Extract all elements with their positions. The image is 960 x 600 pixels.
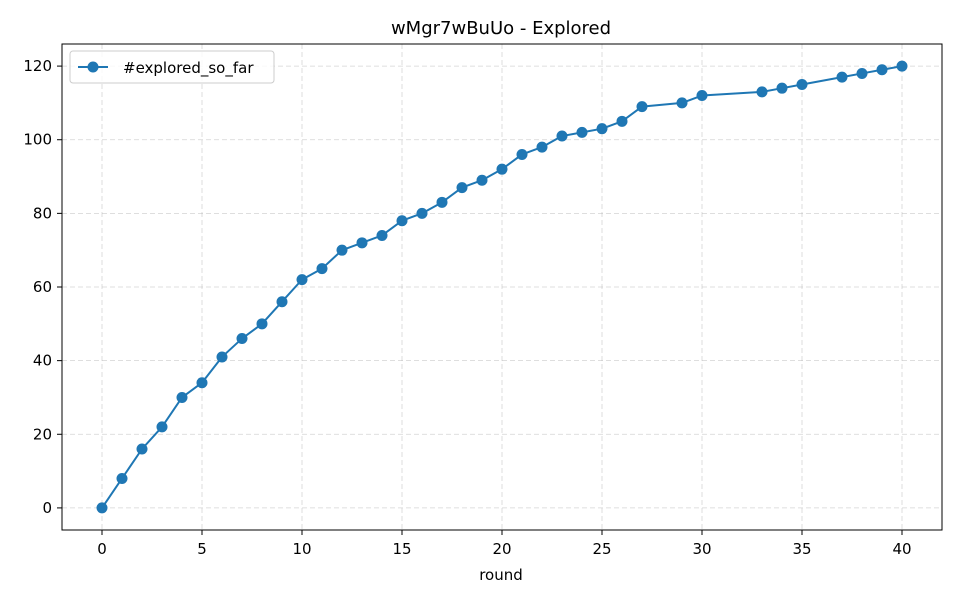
data-point xyxy=(476,174,488,186)
data-point xyxy=(396,215,408,227)
x-tick-label: 35 xyxy=(792,540,811,558)
x-axis-ticks: 0 5 10 15 20 25 30 35 40 xyxy=(97,530,912,558)
data-point xyxy=(236,333,248,345)
data-point xyxy=(156,421,168,433)
legend: #explored_so_far xyxy=(69,50,275,84)
data-point xyxy=(336,244,348,256)
data-point xyxy=(836,71,848,83)
data-point xyxy=(556,130,568,142)
data-point xyxy=(636,101,648,113)
x-tick-label: 0 xyxy=(97,540,107,558)
legend-box xyxy=(69,50,275,84)
data-point xyxy=(416,207,428,219)
data-point xyxy=(296,274,308,286)
legend-marker-swatch xyxy=(87,61,99,73)
y-tick-label: 80 xyxy=(33,204,52,222)
data-point xyxy=(576,126,588,138)
x-tick-label: 40 xyxy=(892,540,911,558)
x-tick-label: 10 xyxy=(292,540,311,558)
y-axis-ticks: 0 20 40 60 80 100 120 xyxy=(23,57,62,517)
data-point xyxy=(676,97,688,109)
data-point xyxy=(536,141,548,153)
data-point xyxy=(176,391,188,403)
x-tick-label: 25 xyxy=(592,540,611,558)
data-point xyxy=(856,67,868,79)
data-point xyxy=(876,64,888,76)
data-point xyxy=(596,123,608,135)
y-tick-label: 120 xyxy=(23,57,52,75)
data-point xyxy=(756,86,768,98)
y-tick-label: 20 xyxy=(33,425,52,443)
y-tick-label: 100 xyxy=(23,131,52,149)
data-point xyxy=(96,502,108,514)
legend-label: #explored_so_far xyxy=(123,59,254,78)
x-tick-label: 5 xyxy=(197,540,207,558)
data-point xyxy=(696,90,708,102)
data-point xyxy=(456,182,468,194)
x-tick-label: 15 xyxy=(392,540,411,558)
data-point xyxy=(256,318,268,330)
grid-lines xyxy=(62,44,942,530)
data-point xyxy=(776,82,788,94)
data-point xyxy=(436,196,448,208)
data-point xyxy=(276,296,288,308)
data-point xyxy=(376,229,388,241)
data-point xyxy=(896,60,908,72)
data-point xyxy=(136,443,148,455)
x-axis-label: round xyxy=(479,566,523,584)
series-layer xyxy=(96,60,908,514)
data-point xyxy=(196,377,208,389)
data-point xyxy=(356,237,368,249)
y-tick-label: 60 xyxy=(33,278,52,296)
data-point xyxy=(216,351,228,363)
y-tick-label: 40 xyxy=(33,352,52,370)
data-point xyxy=(516,148,528,160)
x-tick-label: 30 xyxy=(692,540,711,558)
y-tick-label: 0 xyxy=(42,499,52,517)
data-point xyxy=(796,79,808,90)
data-point xyxy=(316,263,328,275)
chart-title: wMgr7wBuUo - Explored xyxy=(391,18,611,39)
x-tick-label: 20 xyxy=(492,540,511,558)
data-point xyxy=(496,163,508,175)
data-point xyxy=(616,115,628,127)
data-point xyxy=(116,472,128,484)
